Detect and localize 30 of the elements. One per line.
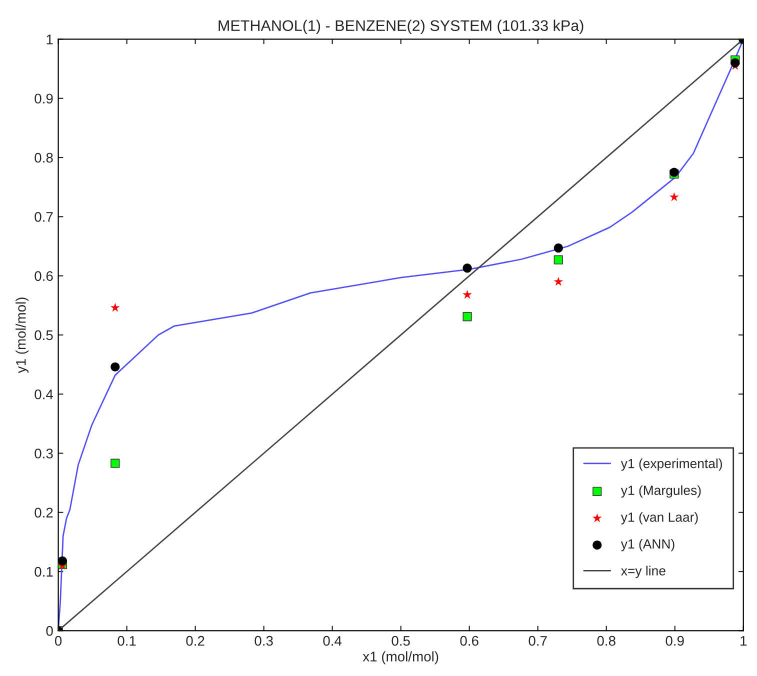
y-tick-label: 0.5 [34,330,53,340]
x-tick-label: 0.3 [254,636,273,646]
y-tick-label: 0.3 [34,448,53,458]
x-tick-label: 0.6 [460,636,478,646]
y-tick-label: 0.1 [34,566,53,577]
x-tick-label: 0.4 [323,636,342,646]
x-tick-label: 0.2 [186,636,204,646]
legend-label: y1 (Margules) [620,485,701,498]
y-tick-label: 0.2 [34,508,53,518]
y-tick-label: 0.9 [34,94,53,104]
legend-label: y1 (ANN) [620,538,674,552]
legend-label: y1 (van Laar) [620,512,698,524]
x-tick-label: 0.9 [666,636,684,646]
x-axis-title: x1 (mol/mol) [362,651,438,664]
y-tick-label: 0.4 [34,389,54,400]
x-tick-label: 0.7 [528,636,547,646]
y-axis-title: y1 (mol/mol) [16,298,29,374]
x-tick-label: 0.8 [597,636,616,646]
x-tick-label: 0 [54,636,62,646]
y-tick-label: 0 [46,626,53,636]
legend-label: x=y line [621,566,666,578]
y-tick-label: 0.8 [34,152,53,163]
y-tick-label: 1 [46,34,53,44]
x-tick-label: 0.1 [118,636,136,646]
y-tick-label: 0.7 [34,212,53,222]
legend-label: y1 (experimental) [620,458,722,471]
x-tick-label: 0.5 [392,636,410,646]
x-tick-label: 1 [740,636,747,646]
y-tick-label: 0.6 [34,271,53,281]
chart-title: METHANOL(1) - BENZENE(2) SYSTEM (101.33 kPa) [218,20,584,34]
